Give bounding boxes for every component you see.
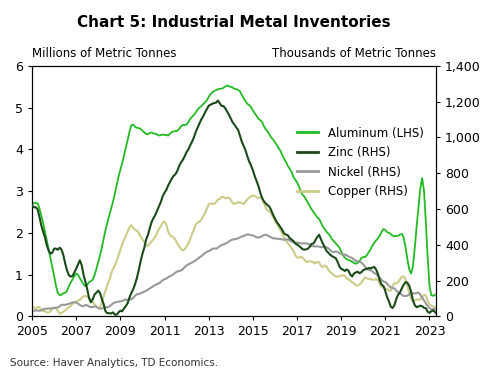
Text: Millions of Metric Tonnes: Millions of Metric Tonnes	[32, 47, 177, 60]
Legend: Aluminum (LHS), Zinc (RHS), Nickel (RHS), Copper (RHS): Aluminum (LHS), Zinc (RHS), Nickel (RHS)…	[292, 122, 428, 203]
Text: Thousands of Metric Tonnes: Thousands of Metric Tonnes	[272, 47, 436, 60]
Text: Source: Haver Analytics, TD Economics.: Source: Haver Analytics, TD Economics.	[10, 358, 218, 368]
Title: Chart 5: Industrial Metal Inventories: Chart 5: Industrial Metal Inventories	[77, 15, 391, 30]
